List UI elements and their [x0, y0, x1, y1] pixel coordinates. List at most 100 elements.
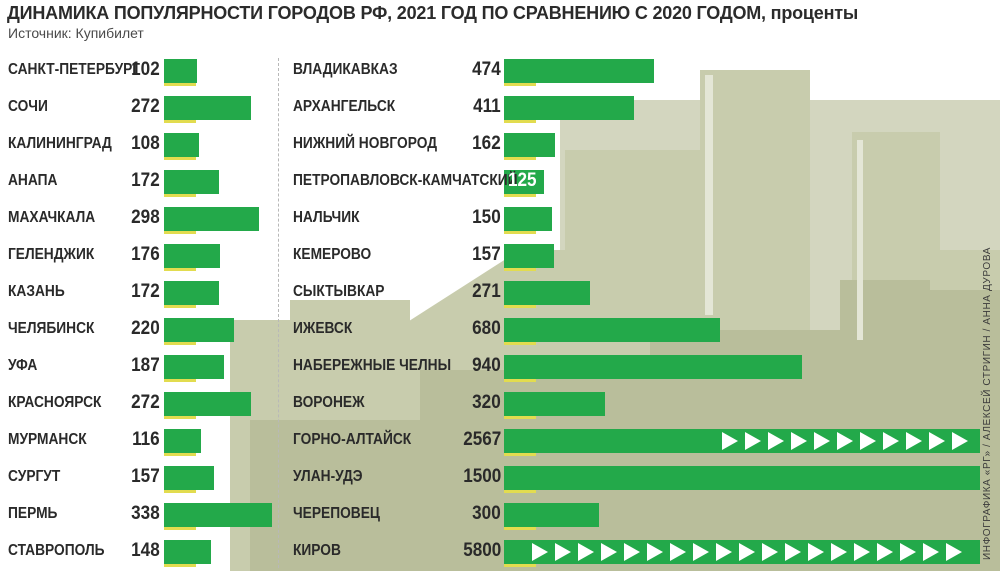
bar: [504, 133, 556, 157]
arrow-mark: [785, 543, 801, 561]
data-label: 411: [473, 96, 501, 117]
data-label: 176: [131, 244, 160, 265]
arrow-mark: [555, 543, 571, 561]
category-label: САНКТ-ПЕТЕРБУРГ: [8, 61, 141, 78]
baseline-mark: [164, 228, 196, 234]
category-label: СОЧИ: [8, 98, 48, 115]
bar: [504, 96, 635, 120]
bar: [504, 281, 590, 305]
arrow-mark: [946, 543, 962, 561]
arrow-mark: [693, 543, 709, 561]
category-label: НИЖНИЙ НОВГОРОД: [293, 135, 438, 152]
baseline-mark: [164, 191, 196, 197]
arrow-mark: [624, 543, 640, 561]
baseline-mark: [504, 524, 536, 530]
data-label: 298: [131, 207, 160, 228]
arrow-mark: [578, 543, 594, 561]
baseline-mark: [504, 265, 536, 271]
arrow-mark: [739, 543, 755, 561]
arrow-mark: [762, 543, 778, 561]
arrow-mark: [929, 432, 945, 450]
bar: [164, 540, 212, 564]
baseline-mark: [504, 487, 536, 493]
category-label: ВЛАДИКАВКАЗ: [293, 61, 398, 78]
data-label: 116: [132, 429, 160, 450]
baseline-mark: [164, 339, 196, 345]
arrow-mark: [716, 543, 732, 561]
bar: [504, 355, 802, 379]
bar: [504, 170, 544, 194]
bar: [164, 207, 260, 231]
arrow-mark: [814, 432, 830, 450]
data-label: 2567: [462, 429, 501, 450]
baseline-mark: [164, 561, 196, 567]
data-label: 320: [472, 392, 501, 413]
baseline-mark: [504, 80, 536, 86]
baseline-mark: [164, 376, 196, 382]
data-label: 272: [131, 96, 160, 117]
arrow-mark: [670, 543, 686, 561]
baseline-mark: [504, 413, 536, 419]
category-label: КИРОВ: [293, 542, 341, 559]
chart-title: ДИНАМИКА ПОПУЛЯРНОСТИ ГОРОДОВ РФ, 2021 Г…: [7, 3, 859, 23]
arrow-mark: [745, 432, 761, 450]
arrow-mark: [601, 543, 617, 561]
category-label: АРХАНГЕЛЬСК: [293, 98, 396, 115]
category-label: ИЖЕВСК: [293, 320, 353, 337]
arrow-mark: [791, 432, 807, 450]
category-label: ПЕТРОПАВЛОВСК-КАМЧАТСКИЙ: [293, 172, 518, 189]
bar: [504, 392, 606, 416]
category-label: КАЗАНЬ: [8, 283, 65, 300]
arrow-mark: [854, 543, 870, 561]
category-label: УЛАН-УДЭ: [293, 468, 363, 485]
baseline-mark: [164, 450, 196, 456]
data-label: 272: [131, 392, 160, 413]
bar: [164, 281, 219, 305]
bar: [164, 96, 251, 120]
arrow-mark: [532, 543, 548, 561]
data-label: 680: [472, 318, 501, 339]
category-label: КРАСНОЯРСК: [8, 394, 102, 411]
data-label: 300: [472, 503, 501, 524]
data-label: 162: [472, 133, 501, 154]
category-label: ЧЕРЕПОВЕЦ: [293, 505, 380, 522]
baseline-mark: [164, 80, 196, 86]
arrow-mark: [808, 543, 824, 561]
arrow-mark: [883, 432, 899, 450]
arrow-mark: [952, 432, 968, 450]
baseline-mark: [164, 487, 196, 493]
data-label: 150: [472, 207, 501, 228]
arrow-mark: [906, 432, 922, 450]
bar: [164, 244, 221, 268]
category-label: УФА: [8, 357, 38, 374]
arrow-mark: [647, 543, 663, 561]
arrow-mark: [860, 432, 876, 450]
data-label: 148: [131, 540, 160, 561]
bar: [504, 59, 655, 83]
data-label: 220: [131, 318, 160, 339]
category-label: ГЕЛЕНДЖИК: [8, 246, 95, 263]
arrow-mark: [877, 543, 893, 561]
category-label: МАХАЧКАЛА: [8, 209, 96, 226]
bar: [504, 318, 720, 342]
category-label: КЕМЕРОВО: [293, 246, 372, 263]
source-note: Источник: Купибилет: [8, 25, 144, 41]
category-label: АНАПА: [8, 172, 58, 189]
baseline-mark: [164, 154, 196, 160]
bar: [504, 540, 980, 564]
bar: [504, 466, 980, 490]
data-label: 172: [131, 170, 160, 191]
baseline-mark: [504, 561, 536, 567]
arrow-mark: [768, 432, 784, 450]
bar: [504, 503, 600, 527]
bar: [164, 59, 197, 83]
data-label: 271: [472, 281, 501, 302]
baseline-mark: [504, 154, 536, 160]
baseline-mark: [504, 191, 536, 197]
bar: [164, 429, 202, 453]
baseline-mark: [504, 117, 536, 123]
category-label: СТАВРОПОЛЬ: [8, 542, 105, 559]
data-label: 5800: [462, 540, 501, 561]
data-label: 940: [472, 355, 501, 376]
